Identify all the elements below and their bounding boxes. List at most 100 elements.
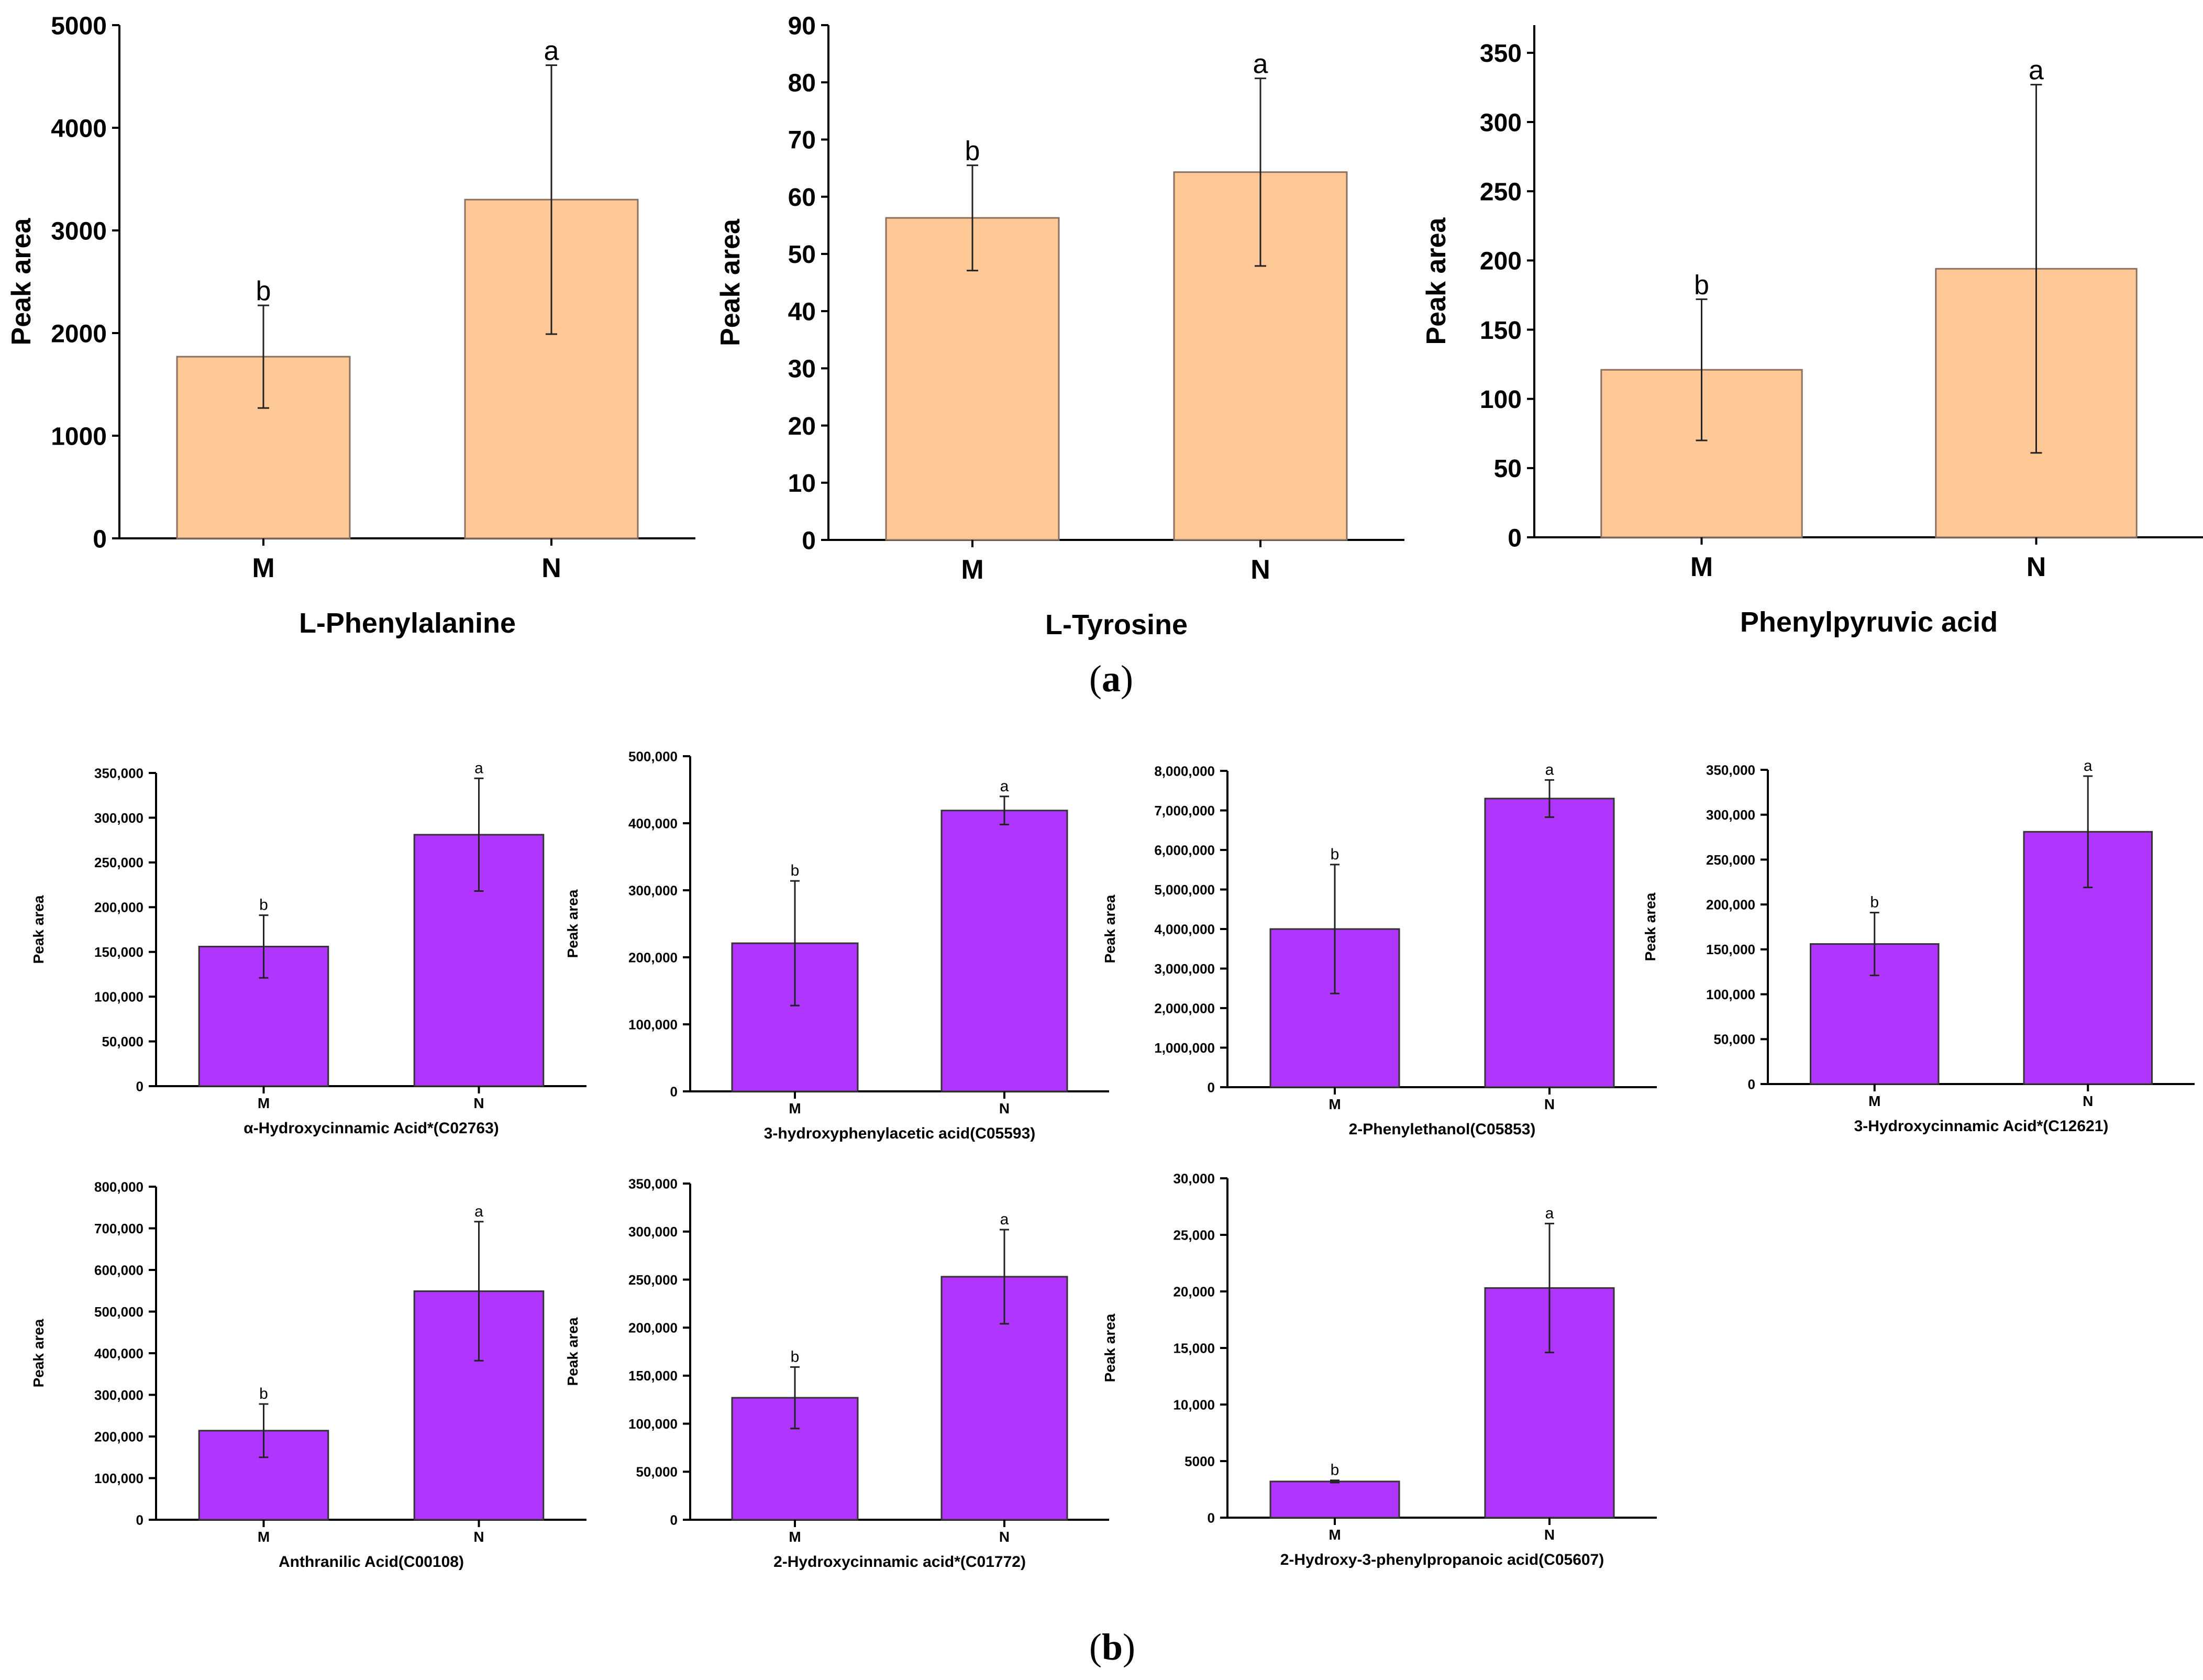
significance-label: a <box>474 759 483 777</box>
y-tick-label: 250,000 <box>1706 852 1755 868</box>
y-tick-label: 0 <box>136 1078 143 1094</box>
y-tick-label: 50,000 <box>102 1034 143 1049</box>
y-tick-label: 2,000,000 <box>1154 1000 1215 1016</box>
x-tick-label-n: N <box>1544 1096 1555 1112</box>
y-tick-label: 300,000 <box>94 1387 143 1403</box>
chart-svg: Peak area 0 100,000 200,000 300,000 400,000 50… <box>30 1179 586 1571</box>
y-tick-label: 60 <box>788 184 816 212</box>
x-tick-label-n: N <box>1544 1527 1555 1543</box>
x-tick-label-m: M <box>1690 552 1713 582</box>
y-tick-label: 90 <box>788 12 816 40</box>
y-tick-label: 200,000 <box>628 1320 678 1336</box>
significance-label: a <box>1253 49 1268 80</box>
x-tick-label-n: N <box>473 1529 484 1545</box>
y-tick-label: 350 <box>1480 40 1522 68</box>
significance-label: b <box>259 1385 268 1402</box>
y-tick-label: 50,000 <box>636 1464 678 1480</box>
y-tick-label: 100,000 <box>628 1016 678 1032</box>
significance-label: b <box>1870 894 1879 911</box>
y-tick-label: 150 <box>1480 317 1522 345</box>
y-tick-label: 0 <box>1208 1079 1215 1095</box>
x-tick-label-n: N <box>1250 555 1270 585</box>
y-tick-label: 1000 <box>51 423 107 450</box>
significance-label: b <box>1331 1462 1339 1479</box>
y-tick-label: 200,000 <box>628 949 678 965</box>
y-tick-label: 0 <box>1508 524 1522 552</box>
y-tick-label: 250,000 <box>94 855 143 870</box>
y-tick-label: 150,000 <box>94 944 143 960</box>
y-tick-label: 500,000 <box>94 1304 143 1320</box>
y-tick-label: 0 <box>1748 1076 1755 1092</box>
significance-label: a <box>544 36 559 66</box>
y-tick-label: 20,000 <box>1173 1284 1215 1299</box>
y-tick-label: 4,000,000 <box>1154 921 1215 937</box>
y-tick-label: 20 <box>788 413 816 440</box>
chart-svg: Peak area 0 1000 2000 3000 4000 5000 b Ma N L-Phen… <box>6 12 695 639</box>
significance-label: b <box>1694 270 1709 300</box>
y-tick-label: 2000 <box>51 320 107 348</box>
y-tick-label: 50,000 <box>1713 1032 1755 1047</box>
y-tick-label: 200,000 <box>94 900 143 915</box>
bar-m <box>1269 1480 1400 1519</box>
y-tick-label: 350,000 <box>628 1176 678 1191</box>
y-tick-label: 15,000 <box>1173 1340 1215 1356</box>
y-tick-label: 200,000 <box>94 1429 143 1444</box>
chart-svg: Peak area 0 50,000 100,000 150,000 200,000 250… <box>30 759 586 1137</box>
y-axis-label: Peak area <box>30 895 47 964</box>
y-tick-label: 6,000,000 <box>1154 842 1215 858</box>
y-tick-label: 40 <box>788 298 816 326</box>
y-tick-label: 150,000 <box>628 1368 678 1384</box>
y-tick-label: 600,000 <box>94 1262 143 1278</box>
y-tick-label: 5000 <box>51 12 107 40</box>
y-tick-label: 200,000 <box>1706 897 1755 913</box>
chart-title: L-Tyrosine <box>1045 609 1188 640</box>
chart-title: Anthranilic Acid(C00108) <box>279 1553 464 1571</box>
y-tick-label: 100,000 <box>94 989 143 1005</box>
x-tick-label-m: M <box>258 1529 270 1545</box>
y-tick-label: 50 <box>788 241 816 269</box>
significance-label: a <box>474 1203 483 1220</box>
y-tick-label: 300 <box>1480 109 1522 137</box>
y-axis-label: Peak area <box>30 1319 47 1387</box>
y-tick-label: 250,000 <box>628 1272 678 1288</box>
bar-m <box>885 217 1060 541</box>
chart-title: 2-Phenylethanol(C05853) <box>1349 1121 1536 1138</box>
significance-label: b <box>259 897 268 914</box>
x-tick-label-m: M <box>1868 1093 1880 1109</box>
y-tick-label: 0 <box>670 1512 678 1528</box>
x-tick-label-n: N <box>473 1095 484 1111</box>
y-tick-label: 0 <box>136 1512 143 1528</box>
y-tick-label: 80 <box>788 70 816 97</box>
chart-svg: Peak area 0 100,000 200,000 300,000 400,000 50… <box>564 748 1109 1142</box>
y-tick-label: 30 <box>788 356 816 383</box>
bar-n <box>1484 798 1615 1088</box>
y-axis-label: Peak area <box>1102 1313 1118 1382</box>
chart-2-hydroxy-3-phenylpropanoic-acid: Peak area 0 5000 10,000 15,000 20,000 25,000 30… <box>1102 1170 1657 1568</box>
chart-2-hydroxycinnamic-acid: Peak area 0 50,000 100,000 150,000 200,000 250… <box>564 1176 1109 1571</box>
y-tick-label: 150,000 <box>1706 942 1755 957</box>
y-tick-label: 300,000 <box>94 810 143 826</box>
y-tick-label: 300,000 <box>628 1224 678 1240</box>
significance-label: b <box>791 862 800 879</box>
y-tick-label: 350,000 <box>94 765 143 781</box>
significance-label: b <box>965 136 980 167</box>
x-tick-label-m: M <box>789 1100 801 1117</box>
y-tick-label: 8,000,000 <box>1154 763 1215 779</box>
chart-title: L-Phenylalanine <box>299 607 516 639</box>
y-tick-label: 300,000 <box>1706 807 1755 823</box>
x-tick-label-n: N <box>2027 552 2046 582</box>
y-tick-label: 250 <box>1480 178 1522 206</box>
y-tick-label: 200 <box>1480 248 1522 275</box>
x-tick-label-m: M <box>1329 1096 1341 1112</box>
chart-alpha-hydroxycinnamic-acid: Peak area 0 50,000 100,000 150,000 200,000 250… <box>30 759 586 1137</box>
y-axis-label: Peak area <box>1642 892 1658 961</box>
y-tick-label: 3000 <box>51 217 107 245</box>
chart-anthranilic-acid: Peak area 0 100,000 200,000 300,000 400,000 50… <box>30 1179 586 1571</box>
x-tick-label-n: N <box>541 553 561 583</box>
y-tick-label: 10,000 <box>1173 1397 1215 1412</box>
y-axis-label: Peak area <box>1421 217 1452 345</box>
x-tick-label-m: M <box>258 1095 270 1111</box>
y-tick-label: 7,000,000 <box>1154 803 1215 819</box>
